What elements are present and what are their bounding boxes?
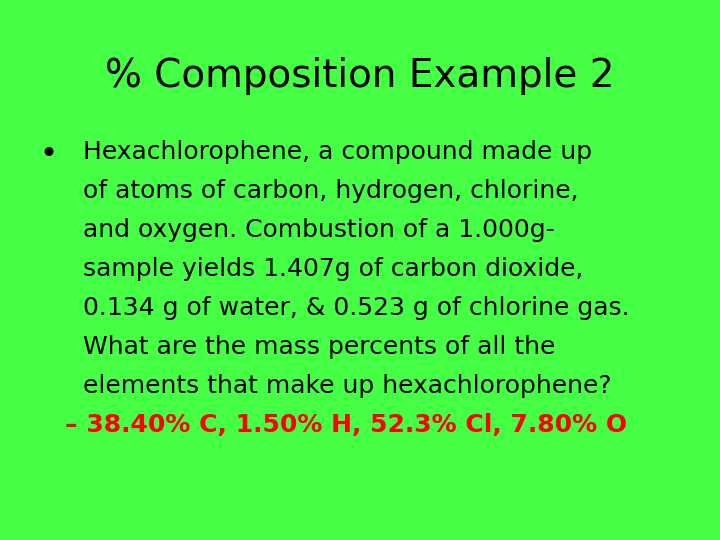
Text: and oxygen. Combustion of a 1.000g-: and oxygen. Combustion of a 1.000g- — [83, 218, 554, 242]
Text: % Composition Example 2: % Composition Example 2 — [105, 57, 615, 94]
Text: elements that make up hexachlorophene?: elements that make up hexachlorophene? — [83, 374, 611, 397]
Text: Hexachlorophene, a compound made up: Hexachlorophene, a compound made up — [83, 140, 592, 164]
Text: What are the mass percents of all the: What are the mass percents of all the — [83, 335, 555, 359]
Text: 0.134 g of water, & 0.523 g of chlorine gas.: 0.134 g of water, & 0.523 g of chlorine … — [83, 296, 629, 320]
Text: sample yields 1.407g of carbon dioxide,: sample yields 1.407g of carbon dioxide, — [83, 257, 583, 281]
Text: of atoms of carbon, hydrogen, chlorine,: of atoms of carbon, hydrogen, chlorine, — [83, 179, 578, 203]
Text: •: • — [40, 140, 58, 170]
Text: – 38.40% C, 1.50% H, 52.3% Cl, 7.80% O: – 38.40% C, 1.50% H, 52.3% Cl, 7.80% O — [65, 413, 627, 436]
